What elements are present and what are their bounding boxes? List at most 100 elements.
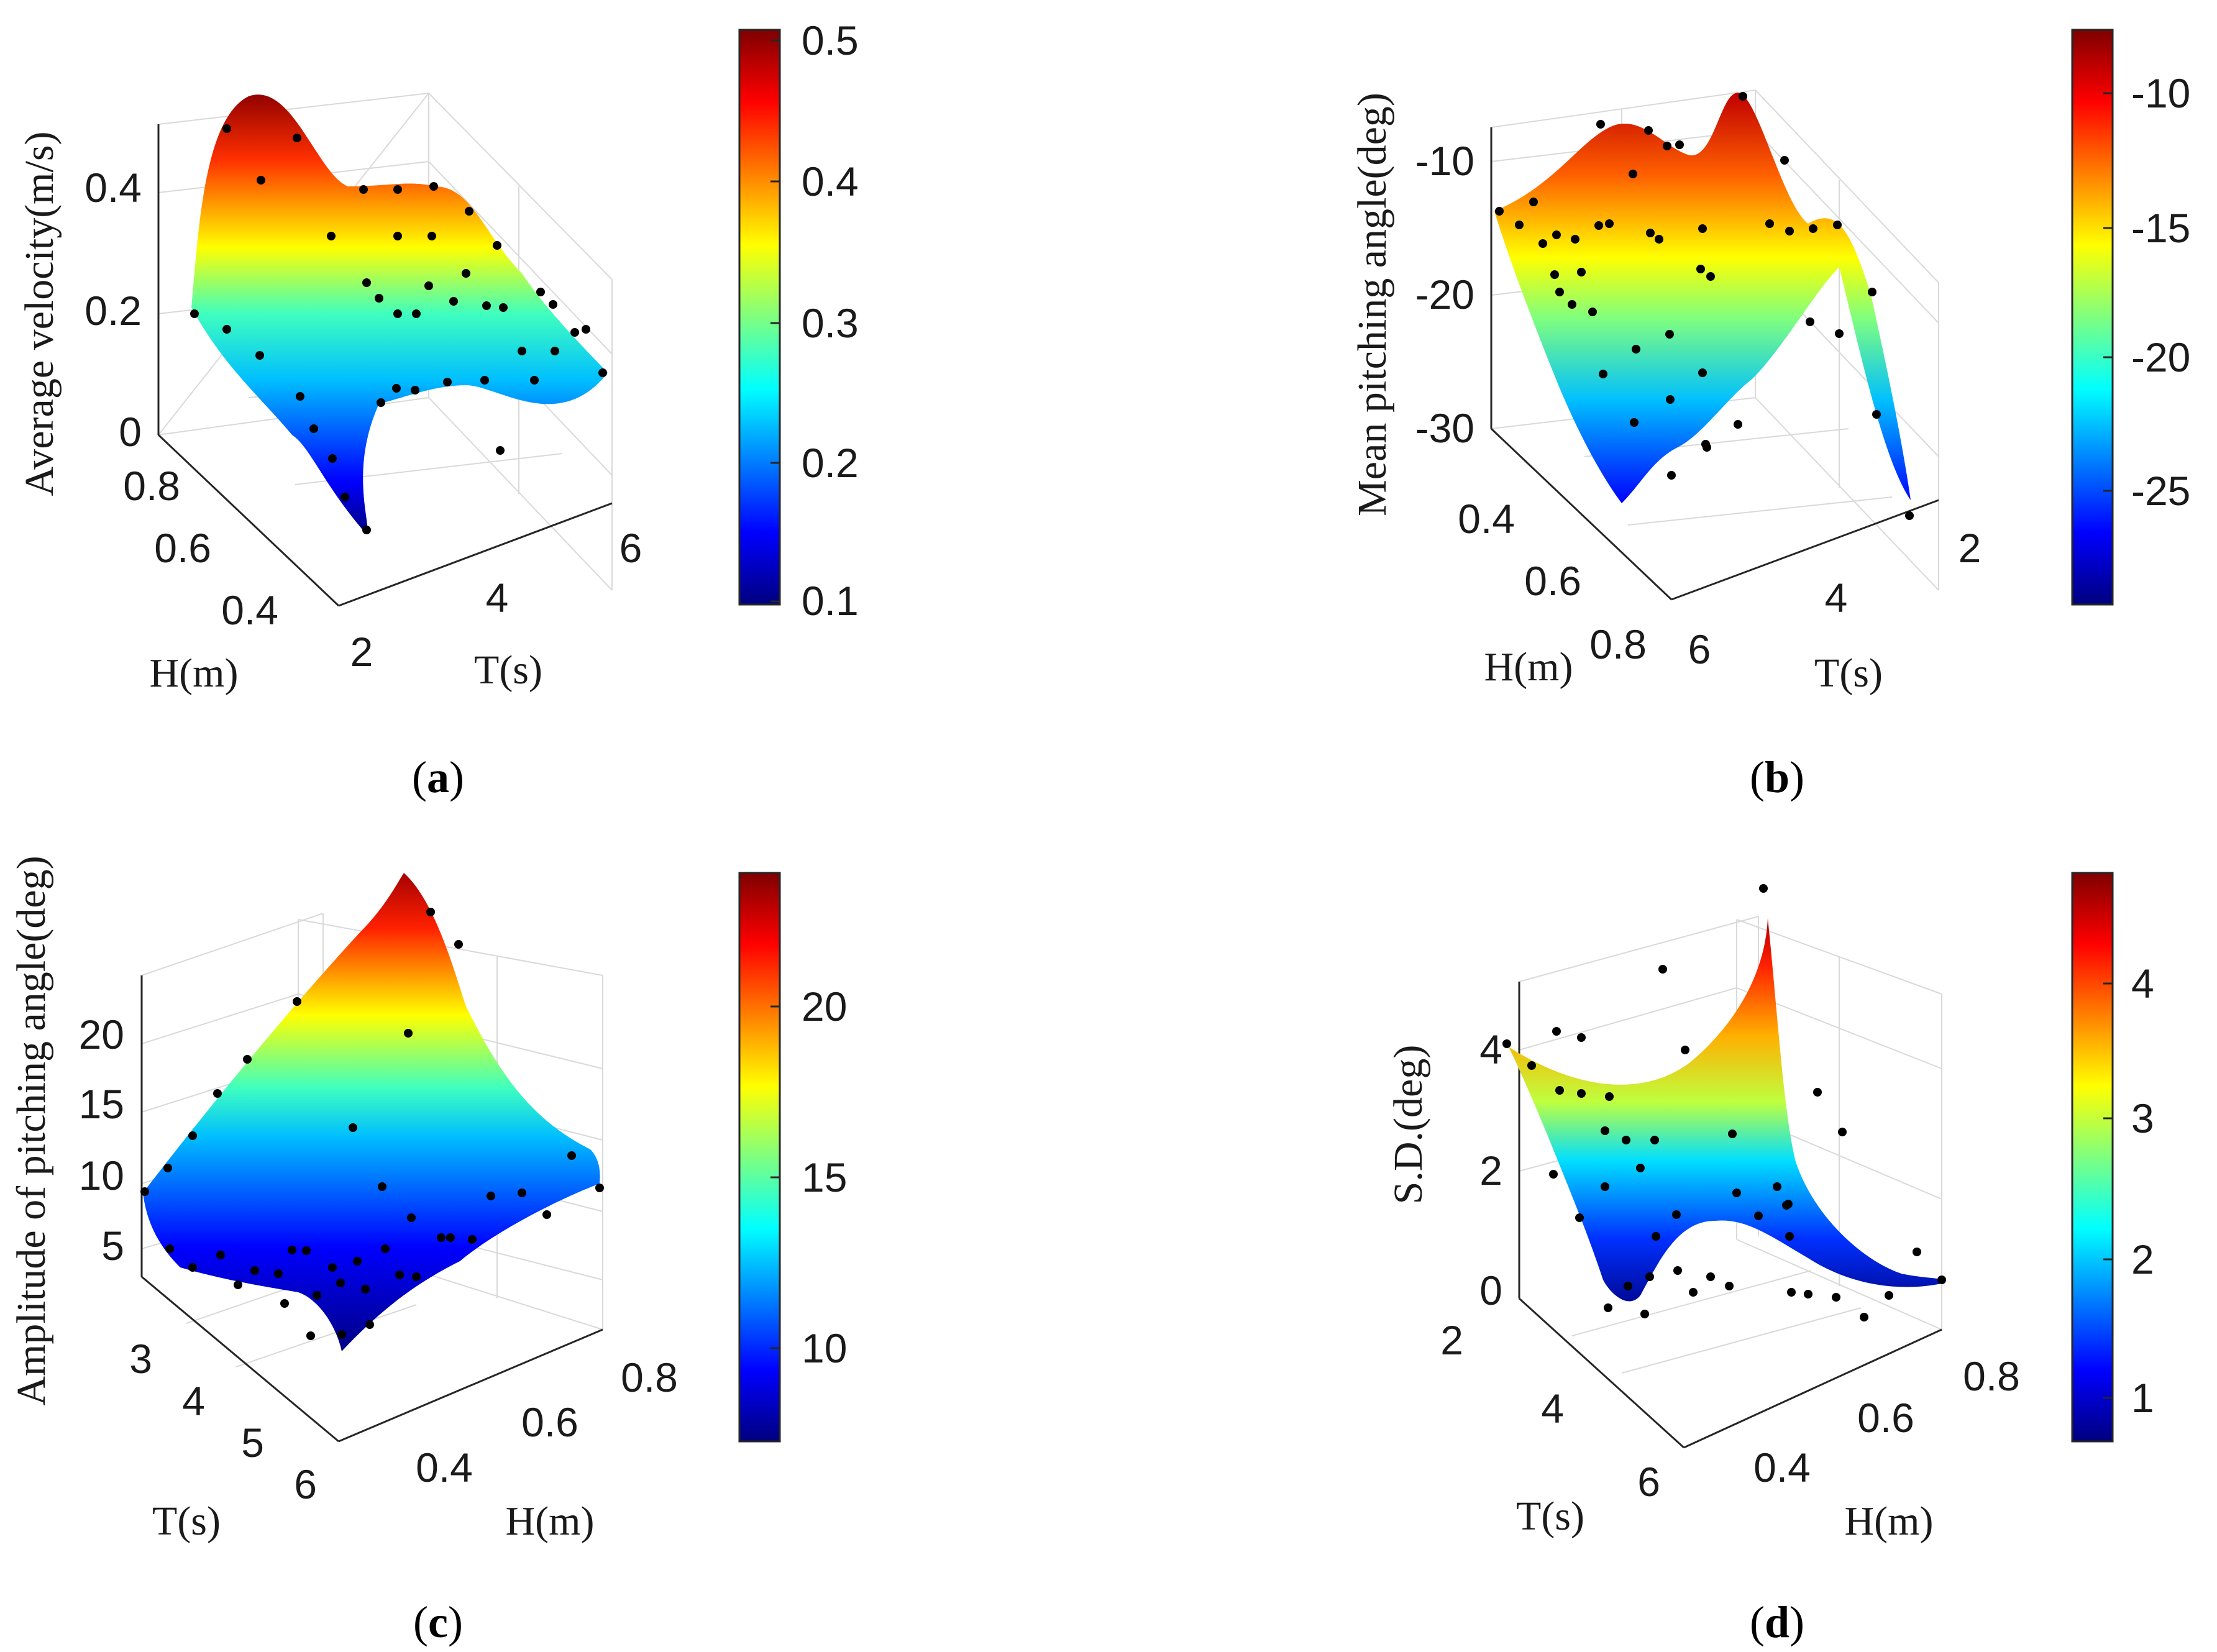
panel-d-z-tick: 0	[1479, 1267, 1502, 1313]
panel-c-axes	[140, 975, 603, 1443]
panel-a: 0 0.2 0.4 0.8 0.6 0.4 2 4 6 Average velo…	[17, 17, 859, 802]
panel-a-x-tick: 0.4	[221, 587, 278, 633]
panel-b: -10 -20 -30 0.4 0.6 0.8 6 4 2 Mean pitch…	[1350, 29, 2190, 802]
panel-b-colorbar-gradient	[2072, 30, 2113, 605]
panel-d: 4 2 0 2 4 6 0.4 0.6 0.8 S.D.(deg) T(s) H…	[1386, 872, 2154, 1647]
panel-b-surface	[1494, 93, 1911, 504]
panel-b-colorbar-tick: -20	[2131, 334, 2190, 380]
panel-a-x-tick: 0.8	[123, 463, 180, 509]
panel-a-colorbar-tick: 0.2	[802, 440, 859, 486]
panel-c-x-tick: 4	[182, 1378, 205, 1424]
panel-d-colorbar-tick: 3	[2131, 1095, 2154, 1141]
panel-b-points	[1495, 92, 1914, 520]
panel-b-x-tick: 0.4	[1458, 496, 1515, 542]
panel-c-z-tick: 10	[79, 1152, 124, 1198]
panel-d-x-label: T(s)	[1516, 1494, 1584, 1539]
panel-b-y-tick: 4	[1825, 575, 1848, 621]
panel-d-axes	[1518, 982, 1942, 1449]
panel-a-colorbar: 0.5 0.4 0.3 0.2 0.1	[738, 17, 859, 624]
panel-d-colorbar-tick: 4	[2131, 961, 2154, 1006]
panel-c-colorbar-tick: 20	[802, 983, 847, 1029]
panel-a-y-tick: 4	[486, 575, 509, 621]
panel-c-colorbar-tick: 10	[802, 1325, 847, 1371]
panel-d-y-tick: 0.4	[1753, 1444, 1811, 1490]
panel-d-z-label: S.D.(deg)	[1386, 1045, 1431, 1205]
panel-c-x-tick: 6	[294, 1461, 317, 1507]
panel-c-y-tick: 0.6	[521, 1399, 578, 1445]
panel-a-colorbar-tick: 0.1	[802, 578, 859, 624]
panel-a-colorbar-tick: 0.3	[802, 300, 859, 346]
panel-b-x-label: H(m)	[1484, 644, 1573, 690]
panel-b-y-ticks: 6 4 2	[1688, 525, 1982, 672]
panel-d-colorbar-tick: 1	[2131, 1375, 2154, 1421]
panel-d-y-tick: 0.8	[1963, 1353, 2020, 1399]
panel-a-axes	[157, 124, 613, 607]
panel-d-colorbar-tick: 2	[2131, 1236, 2154, 1282]
panel-d-caption: (d)	[1750, 1597, 1804, 1647]
panel-a-x-ticks: 0.8 0.6 0.4	[123, 463, 278, 633]
panel-c-y-ticks: 0.4 0.6 0.8	[416, 1354, 678, 1490]
panel-a-colorbar-tick: 0.5	[802, 17, 859, 63]
panel-a-z-label: Average velocity(m/s)	[17, 131, 62, 496]
panel-a-y-ticks: 2 4 6	[350, 525, 642, 675]
panel-a-colorbar-tick: 0.4	[802, 158, 859, 204]
panel-d-x-ticks: 2 4 6	[1440, 1317, 1660, 1505]
panel-c: 20 15 10 5 3 4 5 6 0.4 0.6 0.8 Amplitude…	[9, 856, 847, 1647]
panel-b-colorbar-tick: -25	[2131, 468, 2190, 514]
panel-d-points	[1502, 884, 1946, 1321]
panel-d-y-tick: 0.6	[1857, 1395, 1914, 1441]
panel-b-x-ticks: 0.4 0.6 0.8	[1458, 496, 1647, 667]
panel-a-z-tick: 0.2	[85, 288, 142, 334]
panel-d-z-ticks: 4 2 0	[1479, 1026, 1502, 1313]
panel-b-z-tick: -20	[1415, 272, 1474, 317]
panel-c-z-tick: 5	[101, 1223, 124, 1269]
panel-a-y-label: T(s)	[474, 647, 542, 693]
panel-c-y-label: H(m)	[506, 1499, 595, 1544]
panel-b-axes	[1490, 127, 1939, 601]
panel-b-x-tick: 0.8	[1589, 621, 1647, 667]
panel-c-x-tick: 3	[129, 1336, 152, 1382]
panel-b-x-tick: 0.6	[1524, 558, 1581, 604]
panel-a-points	[190, 124, 607, 534]
panel-d-colorbar-gradient	[2072, 873, 2113, 1441]
panel-d-y-label: H(m)	[1845, 1499, 1934, 1544]
panel-b-colorbar-tick: -15	[2131, 205, 2190, 251]
panel-d-z-tick: 4	[1479, 1026, 1502, 1072]
panel-d-surface	[1509, 918, 1945, 1302]
panel-b-z-ticks: -10 -20 -30	[1415, 138, 1474, 451]
panel-a-y-tick: 6	[619, 525, 642, 571]
panel-d-x-tick: 2	[1440, 1317, 1463, 1363]
panel-a-x-label: H(m)	[150, 650, 239, 696]
panel-c-x-tick: 5	[241, 1420, 264, 1466]
panel-d-z-tick: 2	[1479, 1148, 1502, 1193]
panel-c-surface	[143, 873, 600, 1351]
panel-a-y-tick: 2	[350, 629, 373, 675]
panel-c-y-tick: 0.4	[416, 1444, 473, 1490]
panel-b-y-label: T(s)	[1814, 650, 1883, 696]
panel-c-colorbar-gradient	[739, 873, 780, 1441]
panel-c-z-tick: 15	[79, 1081, 124, 1127]
panel-b-y-tick: 2	[1959, 525, 1982, 571]
panel-b-caption: (b)	[1750, 752, 1804, 802]
panel-b-z-label: Mean pitching angle(deg)	[1350, 93, 1395, 516]
panel-b-colorbar: -10 -15 -20 -25	[2071, 29, 2190, 606]
panel-d-colorbar: 4 3 2 1	[2071, 872, 2154, 1443]
panel-c-z-label: Amplitude of pitching angle(deg)	[9, 856, 54, 1405]
panel-c-points	[140, 908, 604, 1340]
panel-a-x-tick: 0.6	[154, 525, 211, 571]
panel-d-x-tick: 4	[1541, 1385, 1564, 1431]
panel-c-x-label: T(s)	[152, 1499, 221, 1544]
panel-c-colorbar: 20 15 10	[738, 872, 847, 1443]
panel-d-x-tick: 6	[1637, 1459, 1660, 1505]
panel-c-z-tick: 20	[79, 1011, 124, 1057]
panel-a-colorbar-gradient	[739, 30, 780, 605]
panel-b-colorbar-tick: -10	[2131, 70, 2190, 116]
panel-c-caption: (c)	[413, 1597, 463, 1647]
panel-c-y-tick: 0.8	[621, 1354, 678, 1400]
panel-d-y-ticks: 0.4 0.6 0.8	[1753, 1353, 2020, 1490]
panel-c-z-ticks: 20 15 10 5	[79, 1011, 124, 1269]
panel-c-colorbar-tick: 15	[802, 1154, 847, 1200]
panel-a-z-tick: 0.4	[85, 165, 142, 211]
panel-b-z-tick: -10	[1415, 138, 1474, 184]
